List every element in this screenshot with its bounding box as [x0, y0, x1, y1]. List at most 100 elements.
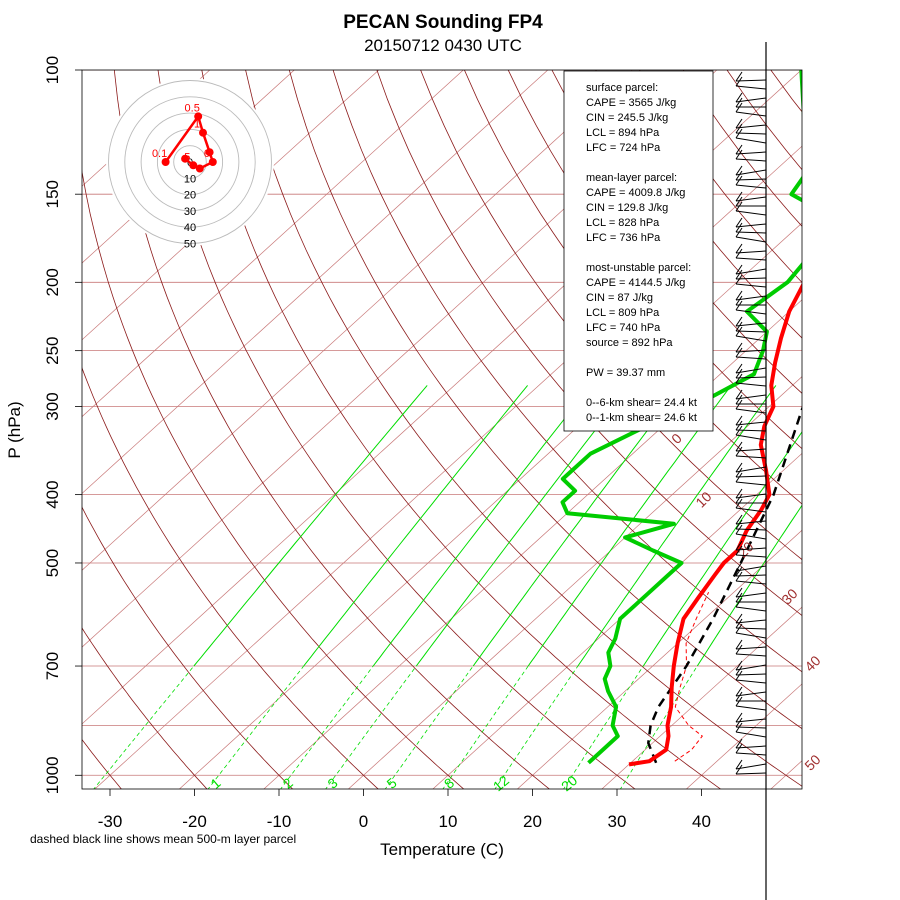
wind-barb-flag	[735, 248, 743, 259]
wind-barb	[735, 210, 767, 216]
wind-barb	[735, 705, 767, 711]
wind-barb	[735, 330, 767, 333]
mixing-ratio-line	[442, 665, 529, 789]
mixing-ratio-line	[577, 385, 777, 667]
y-tick-label: 300	[43, 392, 62, 420]
y-tick-label: 500	[43, 549, 62, 577]
wind-barb-flag	[735, 394, 743, 405]
isotherm-line	[178, 222, 802, 789]
wind-barb	[735, 257, 767, 261]
stats-line: LFC = 736 hPa	[586, 232, 661, 244]
y-tick-label: 100	[43, 56, 62, 84]
x-tick-label: 10	[439, 812, 458, 831]
wind-barb-flag	[735, 493, 743, 504]
dry-adiabat	[858, 70, 900, 790]
wind-barb-flag	[735, 316, 743, 327]
wind-barb-flag	[735, 670, 743, 681]
y-tick-label: 700	[43, 652, 62, 680]
wind-barb	[735, 223, 767, 228]
wind-barb	[735, 124, 767, 129]
x-tick-label: 0	[359, 812, 368, 831]
dry-adiabat	[82, 738, 122, 789]
wind-barb-flag	[735, 128, 743, 139]
mixing-ratio-line	[93, 665, 195, 789]
wind-barb-flag	[735, 618, 743, 629]
wind-barb	[735, 466, 767, 473]
wind-barb	[735, 745, 767, 749]
wind-barb	[735, 376, 767, 379]
wind-barb	[735, 97, 767, 103]
wind-barb-flag	[735, 368, 743, 379]
mixing-ratio-line	[415, 385, 631, 667]
wind-barb-flag	[735, 524, 743, 535]
wind-barb-flag	[735, 712, 743, 723]
wind-barb	[735, 772, 767, 775]
stats-line: CAPE = 3565 J/kg	[586, 97, 676, 109]
stats-line: CAPE = 4144.5 J/kg	[586, 277, 685, 289]
dry-adiabat	[376, 70, 802, 616]
wind-barb	[735, 493, 767, 499]
isotherm-line	[601, 606, 802, 789]
wind-barb	[735, 606, 767, 612]
stats-line: CIN = 129.8 J/kg	[586, 202, 668, 214]
stats-box	[563, 70, 714, 432]
y-tick-label: 150	[43, 180, 62, 208]
wind-barb-flag	[735, 76, 743, 87]
isotherm-line	[82, 70, 549, 494]
wind-barb	[735, 184, 767, 189]
wind-barb	[735, 752, 767, 756]
hodograph-ring-label: 20	[184, 190, 196, 202]
wind-barb	[735, 421, 767, 426]
mean-layer-parcel-line	[647, 405, 802, 764]
wind-barb-flag	[735, 399, 743, 410]
isobar-lines	[82, 70, 802, 776]
hodograph-height-label: 1	[194, 119, 200, 131]
wind-barb-flag	[735, 717, 743, 728]
wind-barb	[735, 448, 767, 452]
wind-barb-flag	[735, 696, 743, 707]
wind-barb	[735, 322, 767, 327]
wind-barb-flag	[735, 566, 743, 577]
wind-barb	[735, 151, 767, 155]
wind-barb	[735, 429, 767, 432]
stats-line: surface parcel:	[586, 82, 658, 94]
wind-barb-flag	[735, 149, 743, 160]
wind-barb	[735, 632, 767, 639]
wind-barb	[735, 250, 767, 254]
wind-barb	[735, 619, 767, 624]
wind-barb-flag	[735, 613, 743, 624]
dry-adiabat	[113, 70, 550, 789]
x-tick-label: 20	[523, 812, 542, 831]
hodograph-point	[205, 148, 214, 157]
wind-barb	[735, 367, 767, 374]
hodograph-point	[189, 161, 198, 170]
hodograph-point	[208, 158, 217, 166]
wind-barb	[735, 507, 767, 513]
dry-adiabat	[288, 70, 802, 730]
mixing-ratio-line	[207, 665, 305, 789]
dry-adiabat-label: 30	[778, 585, 800, 607]
wind-barb-flag	[735, 201, 743, 212]
dry-adiabat	[82, 169, 465, 789]
wind-barb	[735, 277, 767, 280]
wind-barb-flag	[735, 764, 743, 775]
wind-barb	[735, 528, 767, 531]
wind-barb	[735, 627, 767, 630]
wind-barb-flag	[735, 373, 743, 384]
x-tick-label: -20	[182, 812, 207, 831]
wind-barb-flag	[735, 545, 743, 556]
wind-barb-flag	[735, 660, 743, 671]
stats-line: 0--6-km shear= 24.4 kt	[586, 397, 697, 409]
mixing-ratio-line	[303, 385, 528, 667]
wind-barb	[735, 85, 767, 90]
wind-barb	[735, 335, 767, 342]
hodograph-ring-label: 50	[184, 239, 196, 251]
y-axis-ticks: 100 150 200 250 300 400 500 700 1000	[43, 56, 82, 794]
dry-adiabat	[815, 70, 900, 790]
dry-adiabat-label: 40	[801, 652, 823, 674]
hodograph-point	[161, 158, 170, 166]
isotherm-line	[770, 760, 802, 789]
wind-barb	[735, 547, 767, 551]
hodograph-ring	[108, 80, 272, 244]
hodograph-point	[181, 154, 190, 163]
